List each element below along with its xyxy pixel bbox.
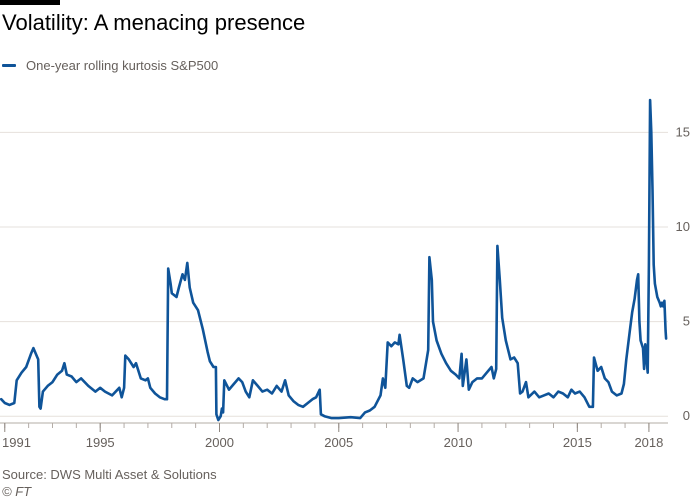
x-tick-label-1995: 1995 xyxy=(86,435,115,450)
legend-swatch xyxy=(2,64,16,67)
chart-legend: One-year rolling kurtosis S&P500 xyxy=(2,58,218,73)
chart-title: Volatility: A menacing presence xyxy=(2,10,306,35)
x-tick-label-2015: 2015 xyxy=(563,435,592,450)
y-tick-label-0: 0 xyxy=(683,408,690,423)
y-axis: 0 5 10 15 xyxy=(676,124,690,423)
x-tick-label-2010: 2010 xyxy=(444,435,473,450)
x-tick-label-2000: 2000 xyxy=(205,435,234,450)
chart-copyright: © FT xyxy=(2,484,32,499)
x-tick-label-2018: 2018 xyxy=(634,435,663,450)
y-tick-label-15: 15 xyxy=(676,124,690,139)
x-tick-label-2005: 2005 xyxy=(324,435,353,450)
y-tick-label-5: 5 xyxy=(683,314,690,329)
y-tick-label-10: 10 xyxy=(676,219,690,234)
x-axis: 1991 1995 2000 2005 2010 2015 2018 xyxy=(0,422,668,450)
series-line-kurtosis xyxy=(0,98,668,422)
chart-grid xyxy=(0,131,668,417)
legend-label: One-year rolling kurtosis S&P500 xyxy=(26,58,219,73)
chart-source: Source: DWS Multi Asset & Solutions xyxy=(2,467,217,482)
x-tick-label-1991: 1991 xyxy=(2,435,31,450)
brand-bar xyxy=(0,0,60,5)
kurtosis-line-chart: 1991 1995 2000 2005 2010 2015 2018 0 5 10 15 xyxy=(0,98,690,450)
